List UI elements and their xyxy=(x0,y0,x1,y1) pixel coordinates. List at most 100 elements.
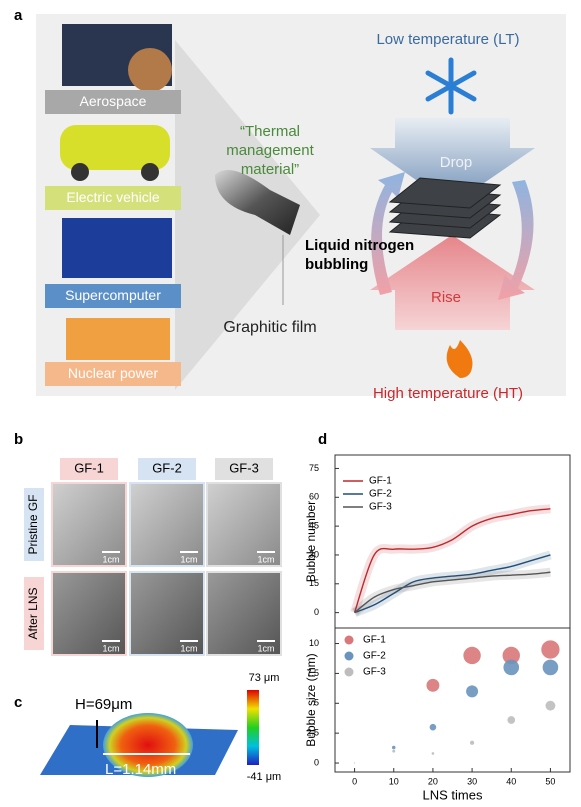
x-tick-label: 50 xyxy=(545,776,555,786)
graphitic-film xyxy=(215,170,300,235)
snowflake xyxy=(425,57,477,115)
app-label: Supercomputer xyxy=(65,287,161,303)
panel-label: d xyxy=(318,431,327,448)
app-label: Electric vehicle xyxy=(66,189,160,205)
bump xyxy=(103,713,193,777)
funnel xyxy=(175,40,320,390)
bubble xyxy=(502,646,520,665)
y-tick-label: 2.5 xyxy=(306,728,319,738)
legend-label: GF-2 xyxy=(363,651,386,662)
app-bar xyxy=(45,362,181,386)
material-label: “Thermal management material” xyxy=(226,123,314,178)
legend-label: GF-1 xyxy=(369,476,392,487)
bubble xyxy=(545,700,556,711)
y-tick-label: 60 xyxy=(309,492,319,502)
x-tick-label: 10 xyxy=(389,776,399,786)
bubble xyxy=(353,762,356,764)
row-header-bg xyxy=(24,488,44,561)
y-tick-label: 5 xyxy=(314,698,319,708)
height-label: H=69μm xyxy=(75,696,132,713)
y-tick-label: 30 xyxy=(309,549,319,559)
scale-bar-label: 1cm xyxy=(180,643,197,653)
low-temp-label: Low temperature (LT) xyxy=(376,31,519,48)
supercomputer-icon xyxy=(62,218,172,278)
wheel xyxy=(71,163,89,181)
y-axis-title: Bubble number xyxy=(304,501,318,582)
drop-arrow xyxy=(370,118,535,205)
legend-label: GF-2 xyxy=(369,489,392,500)
column-header-bg xyxy=(60,458,118,480)
bubble xyxy=(429,723,437,731)
x-tick-label: 0 xyxy=(352,776,357,786)
legend-swatch xyxy=(344,651,354,661)
colorbar xyxy=(247,690,259,765)
panel-label: c xyxy=(14,694,22,711)
column-header-bg xyxy=(215,458,273,480)
y-tick-label: 10 xyxy=(309,638,319,648)
y-tick-label: 45 xyxy=(309,520,319,530)
bubble xyxy=(469,740,475,745)
colorbar-max: 73 μm xyxy=(249,672,280,684)
x-axis-title: LNS times xyxy=(423,787,483,802)
y-axis-title: Bubble size (mm) xyxy=(304,653,318,746)
column-header: GF-2 xyxy=(152,460,182,475)
app-bar xyxy=(45,90,181,114)
line xyxy=(353,508,551,613)
plot-frame xyxy=(334,627,571,773)
y-tick-label: 0 xyxy=(314,607,319,617)
line xyxy=(354,554,551,614)
bubble xyxy=(463,646,481,665)
x-tick-label: 30 xyxy=(467,776,477,786)
panel-label: a xyxy=(14,7,23,24)
bubble xyxy=(541,640,560,659)
planet xyxy=(128,48,172,92)
row-header-bg xyxy=(24,577,44,650)
bubble xyxy=(431,752,435,755)
scale-bar-label: 1cm xyxy=(102,643,119,653)
flame xyxy=(446,340,473,378)
scale-bar-label: 1cm xyxy=(257,643,274,653)
legend-label: GF-3 xyxy=(369,502,392,513)
drop-label: Drop xyxy=(440,154,473,171)
colorbar-min: -41 μm xyxy=(247,771,281,783)
rise-label: Rise xyxy=(431,289,461,306)
wheel xyxy=(141,163,159,181)
nuclear-icon xyxy=(66,318,170,360)
bubble xyxy=(466,685,479,698)
app-label: Nuclear power xyxy=(67,365,159,381)
row-header: After LNS xyxy=(26,587,40,639)
panel-label: b xyxy=(14,431,23,448)
bubble xyxy=(503,659,520,676)
line xyxy=(354,571,551,614)
bubble xyxy=(507,716,516,724)
app-bar xyxy=(45,284,181,308)
cycle-arrow xyxy=(371,172,405,295)
scale-bar-label: 1cm xyxy=(102,554,119,564)
row-header: Pristine GF xyxy=(26,494,40,554)
bubble xyxy=(426,678,440,692)
scale-bar-label: 1cm xyxy=(180,554,197,564)
bubble xyxy=(391,745,396,750)
y-tick-label: 0 xyxy=(314,757,319,767)
y-tick-label: 75 xyxy=(309,463,319,473)
length-label: L=1.14mm xyxy=(105,761,176,778)
legend-label: GF-1 xyxy=(363,635,386,646)
ev-icon xyxy=(60,125,170,170)
column-header: GF-1 xyxy=(74,460,104,475)
y-tick-label: 15 xyxy=(309,578,319,588)
app-bar xyxy=(45,186,181,210)
app-label: Aerospace xyxy=(79,93,147,109)
legend-swatch xyxy=(344,635,354,645)
x-tick-label: 40 xyxy=(506,776,516,786)
cycle-arrow xyxy=(498,180,534,300)
rise-arrow xyxy=(370,235,535,330)
process-label: Liquid nitrogen bubbling xyxy=(305,237,415,273)
film-stack xyxy=(388,177,502,239)
film-label: Graphitic film xyxy=(223,319,316,336)
high-temp-label: High temperature (HT) xyxy=(373,385,523,402)
bubble xyxy=(392,749,396,753)
scale-bar-label: 1cm xyxy=(257,554,274,564)
column-header: GF-3 xyxy=(229,460,259,475)
